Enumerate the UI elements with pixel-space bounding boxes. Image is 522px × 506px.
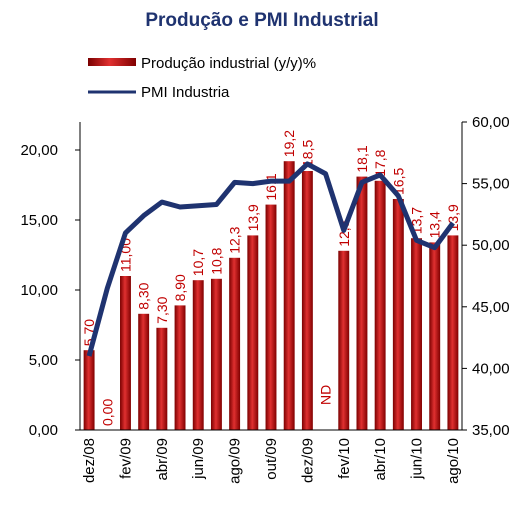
y2-tick-label: 45,00 (472, 299, 510, 316)
x-tick-label: jun/10 (409, 438, 426, 480)
x-tick-label: ago/09 (227, 438, 244, 484)
x-tick-label: dez/09 (299, 438, 316, 483)
x-tick-label: fev/10 (336, 438, 353, 479)
x-tick-label: dez/08 (81, 438, 98, 483)
x-tick-label: ago/10 (445, 438, 462, 484)
bar (356, 176, 368, 430)
bar (210, 278, 222, 430)
x-tick-label: jun/09 (190, 438, 207, 480)
value-label: 8,90 (172, 274, 188, 301)
value-label: 7,30 (154, 296, 170, 323)
y2-tick-label: 50,00 (472, 237, 510, 254)
legend-label: Produção industrial (y/y)% (141, 55, 316, 72)
y-tick-label: 20,00 (20, 142, 58, 159)
bar (283, 161, 295, 430)
bar (83, 350, 95, 430)
x-tick-label: out/09 (263, 438, 280, 480)
value-label: 10,8 (208, 247, 224, 274)
value-label: 8,30 (136, 282, 152, 309)
y2-tick-label: 35,00 (472, 422, 510, 439)
line (86, 161, 455, 357)
x-tick-label: abr/10 (372, 438, 389, 481)
value-label: 10,7 (190, 249, 206, 276)
y2-tick-label: 40,00 (472, 360, 510, 377)
bar (192, 280, 204, 430)
value-label: ND (318, 385, 334, 405)
value-label: 19,2 (281, 130, 297, 157)
value-label: 12,3 (227, 226, 243, 253)
bar (301, 171, 313, 430)
bar (374, 180, 386, 430)
bar (411, 238, 422, 430)
value-label: 0,00 (99, 399, 115, 426)
legend-swatch (88, 58, 136, 66)
bar (229, 257, 241, 430)
bar (338, 250, 350, 430)
value-label: 18,1 (354, 145, 370, 172)
y-tick-label: 10,00 (20, 282, 58, 299)
value-label: 13,4 (427, 211, 443, 238)
y-tick-label: 15,00 (20, 212, 58, 229)
bar (429, 242, 441, 430)
x-tick-label: fev/09 (117, 438, 134, 479)
value-label: 18,5 (299, 140, 315, 167)
bar (447, 235, 459, 430)
y-tick-label: 5,00 (29, 352, 58, 369)
bar (120, 276, 131, 430)
value-label: 13,9 (245, 204, 261, 231)
bar (392, 199, 404, 430)
bar (156, 327, 168, 430)
bar (138, 313, 150, 430)
legend-label: PMI Industria (141, 84, 230, 101)
y2-tick-label: 60,00 (472, 114, 510, 131)
bar (174, 305, 186, 430)
x-tick-label: abr/09 (154, 438, 171, 481)
bar (265, 204, 277, 430)
value-label: 17,8 (372, 149, 388, 176)
y2-tick-label: 55,00 (472, 176, 510, 193)
y-tick-label: 0,00 (29, 422, 58, 439)
value-label: 16,1 (263, 173, 279, 200)
bar (247, 235, 259, 430)
chart-title: Produção e PMI Industrial (145, 10, 378, 31)
